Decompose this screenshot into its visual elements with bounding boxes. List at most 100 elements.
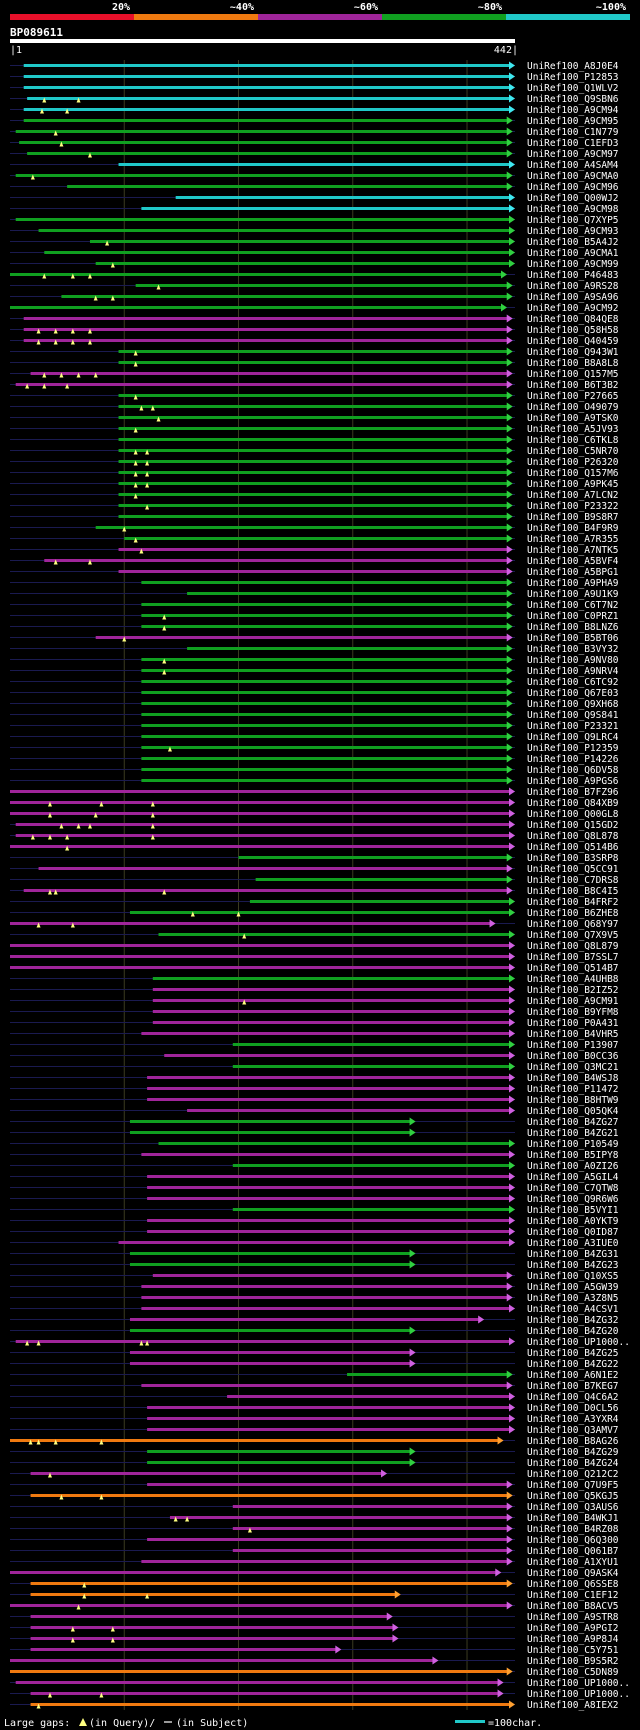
hit-label[interactable]: UniRef100_C1N779 bbox=[527, 127, 619, 138]
hit-label[interactable]: UniRef100_B4RZ08 bbox=[527, 1524, 619, 1535]
hit-label[interactable]: UniRef100_Q9XH68 bbox=[527, 699, 619, 710]
hit-label[interactable]: UniRef100_A9CMA0 bbox=[527, 171, 619, 182]
hit-label[interactable]: UniRef100_B8A8L8 bbox=[527, 358, 619, 369]
hit-label[interactable]: UniRef100_A9PGI2 bbox=[527, 1623, 619, 1634]
hit-label[interactable]: UniRef100_A4UHB8 bbox=[527, 974, 619, 985]
hit-label[interactable]: UniRef100_B4ZG31 bbox=[527, 1249, 619, 1260]
hit-label[interactable]: UniRef100_B8C4I5 bbox=[527, 886, 619, 897]
hit-label[interactable]: UniRef100_Q40459 bbox=[527, 336, 619, 347]
hit-label[interactable]: UniRef100_Q6DV58 bbox=[527, 765, 619, 776]
hit-label[interactable]: UniRef100_C5NR70 bbox=[527, 446, 619, 457]
hit-label[interactable]: UniRef100_B9S5R2 bbox=[527, 1656, 619, 1667]
hit-label[interactable]: UniRef100_A3IUE0 bbox=[527, 1238, 619, 1249]
hit-label[interactable]: UniRef100_A8J0E4 bbox=[527, 61, 619, 72]
hit-label[interactable]: UniRef100_Q15GD2 bbox=[527, 820, 619, 831]
hit-label[interactable]: UniRef100_B7FZ96 bbox=[527, 787, 619, 798]
hit-label[interactable]: UniRef100_Q68Y97 bbox=[527, 919, 619, 930]
hit-label[interactable]: UniRef100_A9NRV4 bbox=[527, 666, 619, 677]
hit-label[interactable]: UniRef100_Q212C2 bbox=[527, 1469, 619, 1480]
hit-label[interactable]: UniRef100_Q67E03 bbox=[527, 688, 619, 699]
hit-label[interactable]: UniRef100_B0CC36 bbox=[527, 1051, 619, 1062]
hit-label[interactable]: UniRef100_Q5CC91 bbox=[527, 864, 619, 875]
hit-label[interactable]: UniRef100_B9YFM8 bbox=[527, 1007, 619, 1018]
hit-label[interactable]: UniRef100_A0ZI26 bbox=[527, 1161, 619, 1172]
hit-label[interactable]: UniRef100_C5Y751 bbox=[527, 1645, 619, 1656]
hit-label[interactable]: UniRef100_A9CMA1 bbox=[527, 248, 619, 259]
hit-label[interactable]: UniRef100_B8HTW9 bbox=[527, 1095, 619, 1106]
hit-label[interactable]: UniRef100_Q3MC21 bbox=[527, 1062, 619, 1073]
hit-label[interactable]: UniRef100_B8ACV5 bbox=[527, 1601, 619, 1612]
hit-label[interactable]: UniRef100_B4ZG22 bbox=[527, 1359, 619, 1370]
hit-label[interactable]: UniRef100_P14226 bbox=[527, 754, 619, 765]
hit-label[interactable]: UniRef100_A9CM91 bbox=[527, 996, 619, 1007]
hit-label[interactable]: UniRef100_Q7X9V5 bbox=[527, 930, 619, 941]
hit-label[interactable]: UniRef100_Q84XB9 bbox=[527, 798, 619, 809]
hit-label[interactable]: UniRef100_B4ZG21 bbox=[527, 1128, 619, 1139]
hit-label[interactable]: UniRef100_B4ZG29 bbox=[527, 1447, 619, 1458]
hit-label[interactable]: UniRef100_C6T7N2 bbox=[527, 600, 619, 611]
hit-label[interactable]: UniRef100_Q8L879 bbox=[527, 941, 619, 952]
hit-label[interactable]: UniRef100_A9PK45 bbox=[527, 479, 619, 490]
hit-label[interactable]: UniRef100_Q943W1 bbox=[527, 347, 619, 358]
hit-label[interactable]: UniRef100_A7LCN2 bbox=[527, 490, 619, 501]
hit-label[interactable]: UniRef100_A9U1K9 bbox=[527, 589, 619, 600]
hit-label[interactable]: UniRef100_A9NV80 bbox=[527, 655, 619, 666]
hit-label[interactable]: UniRef100_A9CM95 bbox=[527, 116, 619, 127]
hit-label[interactable]: UniRef100_Q9LRC4 bbox=[527, 732, 619, 743]
hit-label[interactable]: UniRef100_B9S8R7 bbox=[527, 512, 619, 523]
hit-label[interactable]: UniRef100_B4ZG32 bbox=[527, 1315, 619, 1326]
hit-label[interactable]: UniRef100_C6TKL8 bbox=[527, 435, 619, 446]
hit-label[interactable]: UniRef100_Q3AUS6 bbox=[527, 1502, 619, 1513]
hit-label[interactable]: UniRef100_B3VY32 bbox=[527, 644, 619, 655]
hit-label[interactable]: UniRef100_P23321 bbox=[527, 721, 619, 732]
hit-label[interactable]: UniRef100_Q061B7 bbox=[527, 1546, 619, 1557]
hit-label[interactable]: UniRef100_C6TC92 bbox=[527, 677, 619, 688]
hit-label[interactable]: UniRef100_P12359 bbox=[527, 743, 619, 754]
hit-label[interactable]: UniRef100_B6T3B2 bbox=[527, 380, 619, 391]
hit-label[interactable]: UniRef100_Q05QK4 bbox=[527, 1106, 619, 1117]
hit-label[interactable]: UniRef100_B7SSL7 bbox=[527, 952, 619, 963]
hit-label[interactable]: UniRef100_C1EF12 bbox=[527, 1590, 619, 1601]
hit-label[interactable]: UniRef100_Q157M6 bbox=[527, 468, 619, 479]
hit-label[interactable]: UniRef100_Q157M5 bbox=[527, 369, 619, 380]
hit-label[interactable]: UniRef100_Q7U9F5 bbox=[527, 1480, 619, 1491]
hit-label[interactable]: UniRef100_B7KEG7 bbox=[527, 1381, 619, 1392]
hit-label[interactable]: UniRef100_B4WSJ8 bbox=[527, 1073, 619, 1084]
hit-label[interactable]: UniRef100_A9PGS6 bbox=[527, 776, 619, 787]
hit-label[interactable]: UniRef100_A3Z8N5 bbox=[527, 1293, 619, 1304]
hit-label[interactable]: UniRef100_A9CM97 bbox=[527, 149, 619, 160]
hit-label[interactable]: UniRef100_A5BVF4 bbox=[527, 556, 619, 567]
hit-label[interactable]: UniRef100_C1EFD3 bbox=[527, 138, 619, 149]
hit-label[interactable]: UniRef100_A5JV93 bbox=[527, 424, 619, 435]
hit-label[interactable]: UniRef100_Q10XS5 bbox=[527, 1271, 619, 1282]
hit-label[interactable]: UniRef100_C7DRS8 bbox=[527, 875, 619, 886]
hit-label[interactable]: UniRef100_A1XYU1 bbox=[527, 1557, 619, 1568]
hit-label[interactable]: UniRef100_Q5KGJ5 bbox=[527, 1491, 619, 1502]
hit-label[interactable]: UniRef100_Q8L878 bbox=[527, 831, 619, 842]
hit-label[interactable]: UniRef100_UP1000.. bbox=[527, 1337, 630, 1348]
hit-label[interactable]: UniRef100_Q4C6A2 bbox=[527, 1392, 619, 1403]
hit-label[interactable]: UniRef100_P10549 bbox=[527, 1139, 619, 1150]
hit-label[interactable]: UniRef100_B5VYI1 bbox=[527, 1205, 619, 1216]
hit-label[interactable]: UniRef100_Q6Q300 bbox=[527, 1535, 619, 1546]
hit-label[interactable]: UniRef100_C7QTW8 bbox=[527, 1183, 619, 1194]
hit-label[interactable]: UniRef100_A9TSK0 bbox=[527, 413, 619, 424]
hit-label[interactable]: UniRef100_P12853 bbox=[527, 72, 619, 83]
hit-label[interactable]: UniRef100_B4ZG27 bbox=[527, 1117, 619, 1128]
hit-label[interactable]: UniRef100_A7R355 bbox=[527, 534, 619, 545]
hit-label[interactable]: UniRef100_Q514B7 bbox=[527, 963, 619, 974]
hit-label[interactable]: UniRef100_A9CM99 bbox=[527, 259, 619, 270]
hit-label[interactable]: UniRef100_P11472 bbox=[527, 1084, 619, 1095]
hit-label[interactable]: UniRef100_B8LNZ6 bbox=[527, 622, 619, 633]
hit-label[interactable]: UniRef100_Q9S841 bbox=[527, 710, 619, 721]
hit-label[interactable]: UniRef100_B5IPY8 bbox=[527, 1150, 619, 1161]
hit-label[interactable]: UniRef100_P23322 bbox=[527, 501, 619, 512]
hit-label[interactable]: UniRef100_C5DN89 bbox=[527, 1667, 619, 1678]
hit-label[interactable]: UniRef100_B5A4J2 bbox=[527, 237, 619, 248]
hit-label[interactable]: UniRef100_Q7XYP5 bbox=[527, 215, 619, 226]
hit-label[interactable]: UniRef100_B8AG26 bbox=[527, 1436, 619, 1447]
hit-label[interactable]: UniRef100_A8IEX2 bbox=[527, 1700, 619, 1711]
hit-label[interactable]: UniRef100_Q9R6W6 bbox=[527, 1194, 619, 1205]
hit-label[interactable]: UniRef100_C0PRZ1 bbox=[527, 611, 619, 622]
hit-label[interactable]: UniRef100_Q3AMV7 bbox=[527, 1425, 619, 1436]
